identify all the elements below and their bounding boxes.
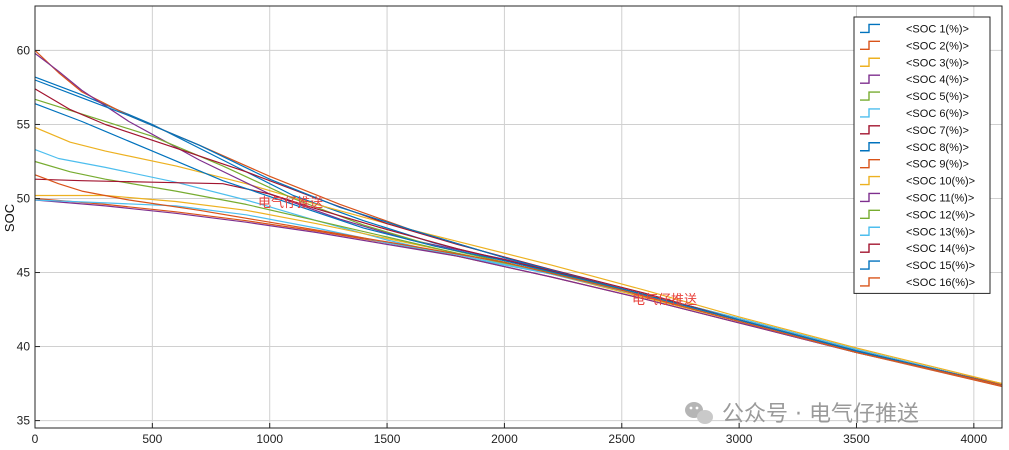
- legend-item[interactable]: <SOC 1(%)>: [860, 23, 969, 35]
- legend-label: <SOC 16(%)>: [906, 277, 975, 289]
- legend-label: <SOC 11(%)>: [906, 192, 974, 204]
- series-line-soc-11: [34, 199, 1003, 386]
- legend-swatch: [860, 142, 880, 152]
- legend-label: <SOC 4(%)>: [906, 74, 969, 86]
- y-tick-label: 60: [17, 43, 31, 57]
- legend-label: <SOC 7(%)>: [906, 125, 969, 137]
- x-tick-label: 3500: [843, 432, 870, 446]
- series-line-soc-6: [34, 149, 1003, 386]
- watermark-text-1: 电气仔推送: [258, 195, 323, 211]
- x-tick-label: 1000: [256, 432, 283, 446]
- legend-item[interactable]: <SOC 15(%)>: [860, 260, 975, 272]
- legend-label: <SOC 5(%)>: [906, 91, 969, 103]
- legend-label: <SOC 2(%)>: [906, 40, 969, 52]
- legend-swatch: [860, 40, 880, 51]
- x-tick-label: 0: [32, 432, 39, 446]
- legend-item[interactable]: <SOC 14(%)>: [860, 243, 975, 255]
- y-axis-label: SOC: [2, 204, 17, 232]
- axis-ticks: 0 500 1000 1500 2000 2500 3000 3500 4000 35 40 45 50…: [17, 43, 988, 446]
- legend-item[interactable]: <SOC 9(%)>: [860, 159, 969, 171]
- legend-item[interactable]: <SOC 7(%)>: [860, 125, 969, 137]
- grid: [34, 6, 1002, 428]
- legend-box: [853, 16, 991, 294]
- plot-frame: [34, 5, 1003, 429]
- legend-label: <SOC 15(%)>: [906, 260, 975, 272]
- x-tick-label: 2500: [608, 432, 635, 446]
- legend-swatch: [860, 226, 880, 236]
- legend-swatch: [860, 192, 880, 203]
- legend-swatch: [860, 260, 880, 270]
- legend-swatch: [860, 91, 880, 101]
- legend-item[interactable]: <SOC 4(%)>: [860, 74, 969, 86]
- legend-label: <SOC 14(%)>: [906, 243, 975, 255]
- y-tick-label: 40: [17, 340, 31, 354]
- legend-swatch: [860, 108, 880, 118]
- wechat-icon: [685, 402, 713, 424]
- legend-item[interactable]: <SOC 12(%)>: [860, 209, 975, 221]
- x-tick-label: 500: [142, 432, 162, 446]
- series-line-soc-16: [34, 174, 1003, 386]
- y-tick-label: 50: [17, 191, 31, 205]
- legend-swatch: [860, 209, 880, 220]
- footer-watermark-text: 公众号 · 电气仔推送: [722, 402, 919, 427]
- legend-item[interactable]: <SOC 2(%)>: [860, 40, 969, 52]
- legend[interactable]: <SOC 1(%)> <SOC 2(%)> <SOC 3(%)> <SOC 4(%)>…: [853, 16, 991, 294]
- legend-swatch: [860, 175, 880, 186]
- legend-swatch: [860, 277, 880, 287]
- series-line-soc-15: [34, 103, 1003, 386]
- y-tick-label: 55: [17, 117, 31, 131]
- legend-swatch: [860, 23, 880, 34]
- legend-label: <SOC 1(%)>: [906, 23, 969, 35]
- legend-item[interactable]: <SOC 3(%)>: [860, 57, 969, 69]
- legend-item[interactable]: <SOC 11(%)>: [860, 192, 974, 204]
- legend-label: <SOC 8(%)>: [906, 142, 969, 154]
- watermark-text-2: 电气仔推送: [632, 292, 697, 308]
- legend-swatch: [860, 125, 880, 135]
- legend-swatch: [860, 243, 880, 253]
- legend-label: <SOC 6(%)>: [906, 108, 969, 120]
- legend-label: <SOC 3(%)>: [906, 57, 969, 69]
- series-lines: [34, 49, 1003, 388]
- legend-swatch: [860, 74, 880, 84]
- x-tick-label: 4000: [960, 432, 987, 446]
- legend-item[interactable]: <SOC 10(%)>: [860, 176, 975, 188]
- y-tick-label: 35: [17, 414, 31, 428]
- legend-item[interactable]: <SOC 5(%)>: [860, 91, 969, 103]
- legend-label: <SOC 13(%)>: [906, 226, 975, 238]
- legend-label: <SOC 9(%)>: [906, 159, 969, 171]
- x-tick-label: 1500: [374, 432, 401, 446]
- footer-watermark: 公众号 · 电气仔推送: [685, 402, 919, 427]
- legend-label: <SOC 12(%)>: [906, 209, 975, 221]
- legend-swatch: [860, 158, 880, 169]
- legend-label: <SOC 10(%)>: [906, 176, 975, 188]
- legend-item[interactable]: <SOC 8(%)>: [860, 142, 969, 154]
- x-tick-label: 3000: [726, 432, 753, 446]
- y-tick-label: 45: [17, 266, 31, 280]
- legend-item[interactable]: <SOC 13(%)>: [860, 226, 975, 238]
- legend-item[interactable]: <SOC 6(%)>: [860, 108, 969, 120]
- legend-item[interactable]: <SOC 16(%)>: [860, 277, 975, 289]
- x-tick-label: 2000: [491, 432, 518, 446]
- legend-swatch: [860, 57, 880, 67]
